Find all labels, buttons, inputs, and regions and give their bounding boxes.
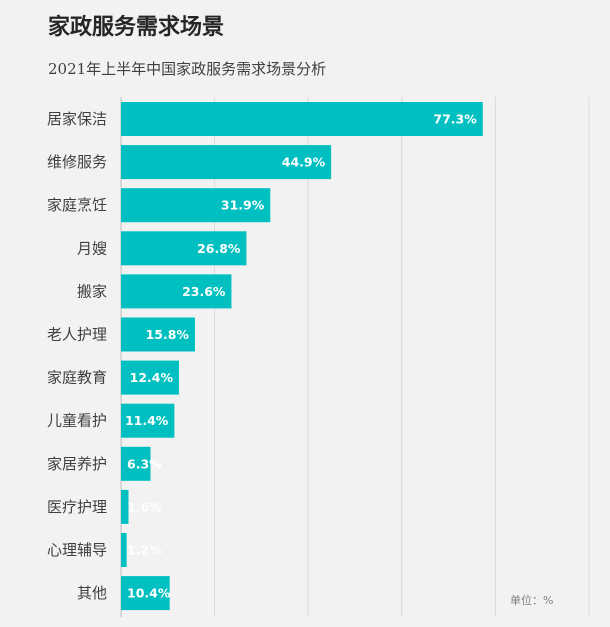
value-label: 10.4% <box>127 586 171 601</box>
bar <box>121 317 195 352</box>
category-label: 心理辅导 <box>47 541 107 559</box>
chart-title: 家政服务需求场景 <box>48 15 225 40</box>
category-label: 居家保洁 <box>47 110 107 128</box>
unit-note: 单位：% <box>510 594 554 607</box>
category-label: 月嫂 <box>77 239 107 257</box>
bar <box>121 403 175 438</box>
value-label: 15.8% <box>146 327 190 342</box>
category-label: 家庭教育 <box>47 369 107 387</box>
category-label: 家居养护 <box>47 455 107 473</box>
bar <box>121 188 271 223</box>
value-label: 1.6% <box>127 499 162 514</box>
category-label: 医疗护理 <box>47 498 107 516</box>
bar <box>121 489 129 524</box>
category-label: 儿童看护 <box>47 412 107 430</box>
gridlines <box>120 97 590 617</box>
value-label: 23.6% <box>182 284 226 299</box>
category-label: 家庭烹饪 <box>47 196 107 214</box>
value-label: 12.4% <box>130 370 174 385</box>
labels: 居家保洁 77.3% 维修服务 44.9% 家庭烹饪 31.9% 月嫂 26.8% 搬家 23.6… <box>47 110 477 602</box>
bar <box>121 274 232 309</box>
bar <box>121 576 170 611</box>
bar <box>121 145 332 180</box>
category-label: 维修服务 <box>47 153 107 171</box>
value-label: 1.2% <box>127 543 162 558</box>
value-label: 6.3% <box>127 456 162 471</box>
bars <box>121 102 483 611</box>
bar <box>121 102 483 136</box>
value-label: 31.9% <box>221 198 265 213</box>
category-label: 老人护理 <box>47 326 107 344</box>
value-label: 77.3% <box>433 112 477 127</box>
bar <box>121 360 180 395</box>
bar <box>121 533 127 567</box>
value-label: 44.9% <box>282 155 326 170</box>
value-label: 26.8% <box>197 241 241 256</box>
bar <box>121 231 247 266</box>
category-label: 其他 <box>77 584 107 602</box>
chart-subtitle: 2021年上半年中国家政服务需求场景分析 <box>48 60 327 78</box>
bar <box>121 446 151 481</box>
value-label: 11.4% <box>125 413 169 428</box>
category-label: 搬家 <box>77 282 107 300</box>
